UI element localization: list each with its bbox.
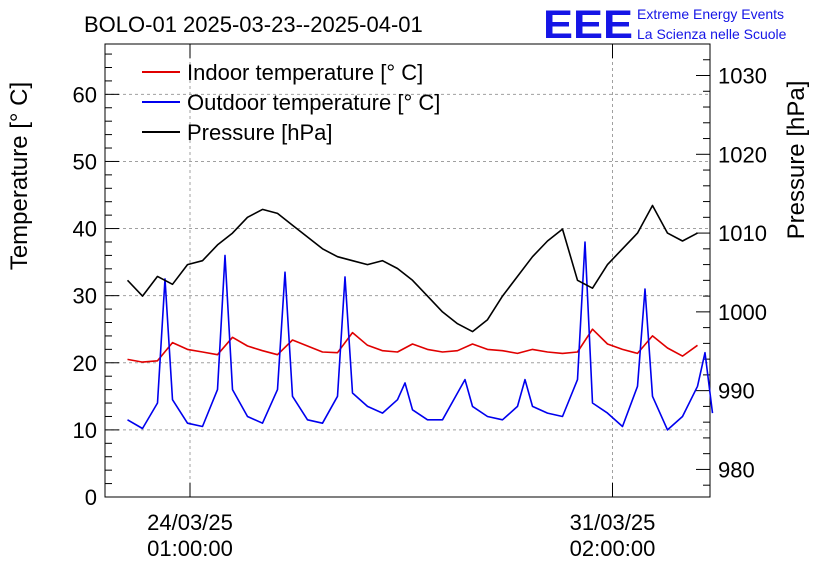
x-tick-date-label: 24/03/25: [147, 510, 233, 535]
y-tick-label: 0: [85, 485, 97, 510]
plot-frame: [104, 43, 711, 498]
y-tick-label: 40: [73, 217, 97, 242]
eee-logo-letters: EEE: [543, 3, 633, 47]
outdoor-temperature-line: [127, 241, 714, 431]
right-axis: 980 990 1000 1010 1020 1030: [696, 43, 767, 486]
eee-logo-line1: Extreme Energy Events: [637, 6, 784, 22]
chart-title: BOLO-01 2025-03-23--2025-04-01: [84, 12, 423, 37]
y2-tick-label: 1020: [718, 142, 767, 167]
y2-tick-label: 990: [718, 379, 755, 404]
y-tick-label: 30: [73, 284, 97, 309]
legend-indoor-label: Indoor temperature [° C]: [187, 60, 423, 85]
series-lines: [126, 204, 714, 431]
y2-tick-label: 1000: [718, 300, 767, 325]
y-tick-label: 50: [73, 149, 97, 174]
y2-tick-label: 980: [718, 457, 755, 482]
x-tick-time-label: 02:00:00: [570, 536, 656, 561]
left-axis-title: Temperature [° C]: [6, 82, 33, 270]
left-axis: 0 10 20 30 40 50 60: [73, 53, 119, 510]
y-tick-label: 60: [73, 82, 97, 107]
x-tick-time-label: 01:00:00: [147, 536, 233, 561]
y-tick-label: 20: [73, 351, 97, 376]
legend: Indoor temperature [° C] Outdoor tempera…: [142, 60, 440, 145]
y2-tick-label: 1030: [718, 64, 767, 89]
x-tick-date-label: 31/03/25: [570, 510, 656, 535]
legend-pressure-label: Pressure [hPa]: [187, 120, 333, 145]
eee-logo: EEE Extreme Energy Events La Scienza nel…: [543, 3, 787, 47]
indoor-temperature-line: [127, 328, 698, 363]
pressure-line: [126, 204, 698, 333]
grid-lines: [105, 44, 710, 497]
legend-outdoor-label: Outdoor temperature [° C]: [187, 90, 440, 115]
y-tick-label: 10: [73, 418, 97, 443]
right-axis-title: Pressure [hPa]: [783, 81, 810, 240]
y2-tick-label: 1010: [718, 221, 767, 246]
eee-logo-line2: La Scienza nelle Scuole: [637, 26, 787, 42]
